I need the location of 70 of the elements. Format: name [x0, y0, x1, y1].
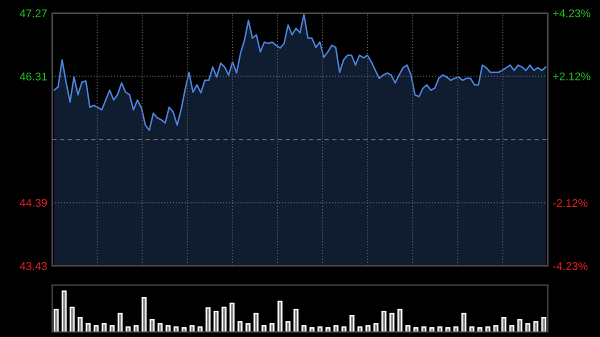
bar	[70, 306, 75, 332]
bar	[286, 321, 291, 332]
bar	[214, 310, 219, 332]
bar	[182, 327, 187, 332]
bar	[126, 326, 131, 332]
y-tick-label: 47.27	[20, 9, 47, 18]
bar	[525, 323, 530, 332]
bar	[118, 312, 123, 332]
bar	[317, 326, 322, 332]
bar	[485, 326, 490, 332]
y-tick-label: 44.39	[20, 198, 47, 207]
bar	[198, 326, 203, 332]
bar	[429, 327, 434, 332]
bar	[357, 326, 362, 332]
bar	[517, 319, 522, 332]
bar	[150, 319, 155, 332]
bar	[533, 321, 538, 332]
bar	[270, 323, 275, 332]
bar	[413, 327, 418, 332]
bar	[54, 308, 59, 332]
bar	[389, 312, 394, 332]
bar	[477, 327, 482, 332]
bar	[493, 325, 498, 332]
bar	[206, 307, 211, 332]
bar	[509, 325, 514, 332]
y-tick-label: 43.43	[20, 262, 47, 270]
bar	[381, 310, 386, 332]
bar	[134, 325, 139, 332]
bar	[341, 326, 346, 332]
bar	[333, 325, 338, 332]
bar	[158, 323, 163, 332]
y2-tick-label: +2.12%	[553, 72, 590, 80]
y2-tick-label: +4.23%	[553, 9, 590, 18]
bar	[437, 326, 442, 332]
bar	[325, 327, 330, 332]
bar	[365, 325, 370, 332]
bar	[230, 302, 235, 332]
bar	[94, 325, 99, 332]
bar	[110, 325, 115, 332]
bar	[78, 316, 83, 332]
bar	[461, 312, 466, 332]
bar	[262, 325, 267, 332]
bar	[102, 323, 107, 332]
bar	[238, 321, 243, 332]
bar	[302, 325, 306, 332]
bar	[190, 325, 195, 332]
bar	[469, 326, 474, 332]
bar	[373, 323, 378, 332]
bar	[501, 316, 506, 332]
bar	[541, 316, 546, 332]
y2-tick-label: -2.12%	[553, 199, 588, 207]
bar	[62, 290, 67, 332]
bar	[246, 323, 251, 332]
bar	[166, 325, 171, 332]
bar	[294, 308, 298, 332]
bar	[86, 323, 91, 332]
bar	[142, 297, 147, 332]
bar	[309, 327, 314, 332]
bar	[445, 327, 450, 332]
bar	[405, 325, 410, 332]
bar	[349, 314, 354, 332]
bar	[421, 326, 426, 332]
y2-tick-label: -4.23%	[553, 262, 588, 270]
bar	[254, 312, 259, 332]
bar	[278, 300, 283, 332]
y-tick-label: 46.31	[20, 72, 47, 80]
bar	[222, 306, 227, 332]
bar	[397, 308, 402, 332]
bar	[174, 326, 179, 332]
bar	[453, 326, 458, 332]
